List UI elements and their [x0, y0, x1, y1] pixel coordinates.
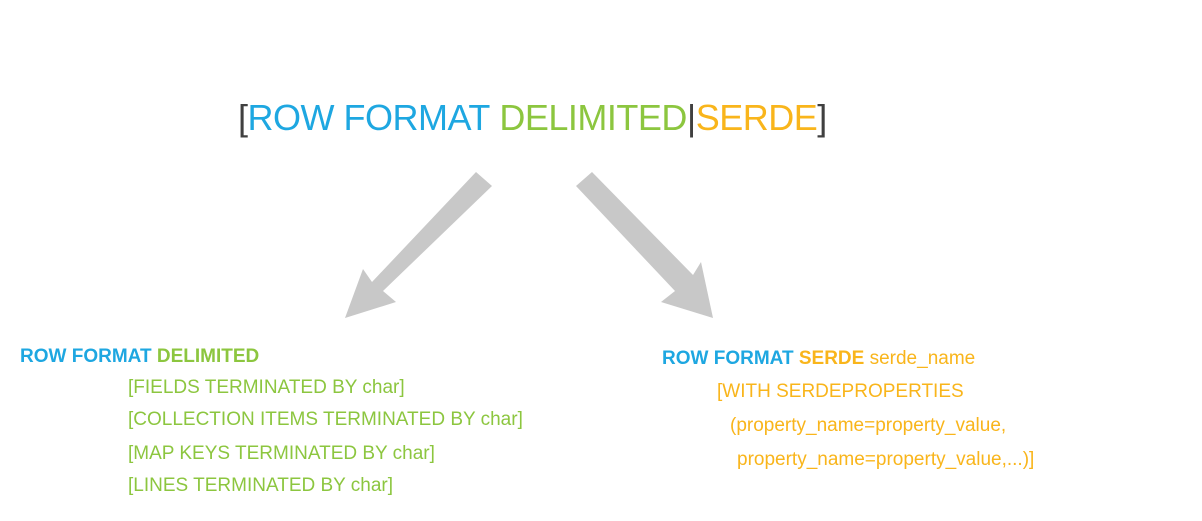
- title-close-bracket: ]: [817, 97, 827, 138]
- left-delimited: DELIMITED: [156, 346, 260, 367]
- left-heading: ROW FORMAT DELIMITED: [20, 345, 259, 369]
- right-row-format: ROW FORMAT: [662, 348, 794, 369]
- right-serde: SERDE: [798, 348, 865, 369]
- left-row-format: ROW FORMAT: [20, 346, 152, 367]
- right-serde-name: serde_name: [869, 348, 976, 369]
- right-line-property-2: property_name=property_value,...)]: [737, 449, 1035, 470]
- left-line-collection: [COLLECTION ITEMS TERMINATED BY char]: [128, 409, 523, 430]
- right-line-with-serdeproperties: [WITH SERDEPROPERTIES: [717, 381, 964, 402]
- title-serde: SERDE: [695, 97, 818, 138]
- title-row-format: ROW FORMAT: [247, 97, 491, 138]
- title-pipe: |: [686, 97, 696, 138]
- syntax-title: [ROW FORMAT DELIMITED|SERDE]: [238, 96, 827, 140]
- left-line-fields: [FIELDS TERMINATED BY char]: [128, 377, 405, 398]
- left-line-map-keys: [MAP KEYS TERMINATED BY char]: [128, 443, 435, 464]
- right-arrow: [576, 172, 713, 318]
- left-line-lines: [LINES TERMINATED BY char]: [128, 475, 394, 496]
- left-arrow: [345, 172, 492, 318]
- title-delimited: DELIMITED: [499, 97, 687, 138]
- right-heading: ROW FORMAT SERDE serde_name: [662, 347, 975, 371]
- right-line-property-1: (property_name=property_value,: [730, 415, 1007, 436]
- title-open-bracket: [: [238, 97, 248, 138]
